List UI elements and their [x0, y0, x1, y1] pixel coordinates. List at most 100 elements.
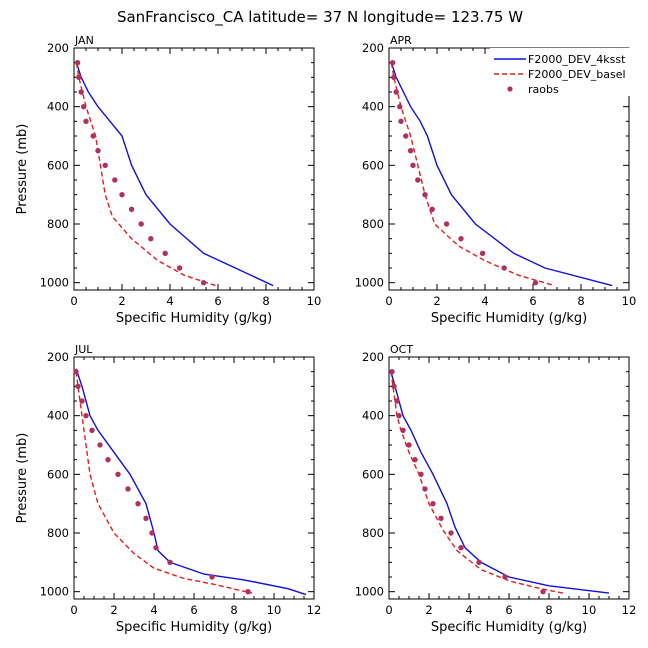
y-tick-label: 600 [47, 158, 69, 172]
x-tick-label: 10 [622, 294, 637, 308]
x-tick-label: 12 [622, 603, 637, 617]
y-axis-label: Pressure (mb) [15, 433, 30, 524]
raobs-point [407, 147, 414, 154]
raobs-point [245, 588, 251, 595]
x-tick-label: 6 [505, 603, 512, 617]
x-tick-label: 8 [230, 603, 237, 617]
x-tick-label: 2 [110, 603, 117, 617]
x-tick-label: 8 [577, 294, 584, 308]
raobs-point [135, 500, 141, 507]
raobs-point [128, 206, 135, 213]
raobs-point [80, 103, 87, 110]
raobs-point [149, 530, 155, 536]
panel-jan: JAN 0 2 4 6 8 10 200 400 600 800 1000 Specific Humid… [15, 34, 321, 326]
x-tick-label: 0 [385, 294, 392, 308]
raobs-point [415, 177, 421, 183]
raobs-point [73, 368, 79, 375]
x-tick-label: 4 [166, 294, 173, 308]
raobs-point [443, 221, 450, 227]
raobs-point [138, 221, 144, 227]
x-tick-label: 2 [433, 294, 440, 308]
raobs-point [502, 574, 508, 580]
x-axis-label: Specific Humidity (g/kg) [431, 311, 587, 326]
y-tick-label: 800 [362, 217, 384, 231]
raobs-point [112, 177, 118, 183]
raobs-point [148, 235, 154, 242]
series-line-f2000-dev-basel [75, 62, 216, 287]
x-tick-label: 0 [385, 603, 392, 617]
raobs-point [422, 191, 428, 198]
y-tick-label: 1000 [40, 585, 69, 599]
y-tick-label: 200 [362, 350, 384, 364]
series-line-f2000-dev-basel [75, 371, 253, 594]
x-tick-label: 10 [267, 603, 282, 617]
y-tick-label: 800 [47, 526, 69, 540]
raobs-point [389, 59, 396, 66]
legend-label-basel: F2000_DEV_basel [528, 68, 626, 81]
y-tick-label: 600 [47, 467, 69, 481]
raobs-point [540, 588, 546, 595]
panel-label: JAN [74, 34, 94, 47]
x-tick-label: 0 [70, 603, 77, 617]
raobs-point [406, 442, 412, 448]
raobs-point [438, 515, 444, 522]
raobs-point [102, 162, 108, 169]
plot-frame [73, 356, 315, 600]
raobs-point [79, 398, 85, 404]
y-tick-label: 200 [47, 41, 69, 55]
x-tick-label: 10 [307, 294, 322, 308]
legend: F2000_DEV_4ksst F2000_DEV_basel raobs [490, 48, 648, 96]
raobs-point [476, 559, 482, 566]
raobs-point [83, 118, 89, 125]
raobs-point [143, 515, 149, 522]
x-tick-label: 4 [150, 603, 157, 617]
y-tick-label: 600 [362, 467, 384, 481]
plot-frame [388, 356, 630, 600]
raobs-point [119, 191, 125, 198]
series-line-f2000-dev-4ksst [75, 368, 307, 596]
raobs-point [200, 279, 207, 286]
x-tick-label: 8 [262, 294, 269, 308]
y-tick-label: 600 [362, 158, 384, 172]
series-line-f2000-dev-4ksst [75, 62, 274, 287]
raobs-point [430, 500, 436, 507]
legend-marker-raobs [507, 86, 513, 92]
raobs-point [418, 471, 424, 478]
raobs-point [83, 412, 89, 419]
raobs-point [89, 427, 95, 434]
plot-frame [73, 47, 315, 291]
figure-title: SanFrancisco_CA latitude= 37 N longitude… [117, 8, 523, 27]
y-tick-label: 400 [47, 100, 69, 114]
y-tick-label: 800 [362, 526, 384, 540]
raobs-point [396, 412, 402, 419]
y-tick-label: 200 [47, 350, 69, 364]
raobs-point [398, 118, 404, 125]
series-line-f2000-dev-4ksst [390, 62, 613, 287]
x-axis-label: Specific Humidity (g/kg) [116, 311, 272, 326]
x-tick-label: 6 [190, 603, 197, 617]
panel-jul: JUL 0 2 4 6 8 10 12 200 400 600 800 1000 Specific Hum… [15, 343, 321, 635]
series-line-f2000-dev-basel [390, 371, 564, 594]
raobs-point [167, 559, 173, 566]
raobs-point [479, 250, 486, 257]
y-tick-label: 200 [362, 41, 384, 55]
raobs-point [153, 544, 159, 551]
raobs-point [391, 383, 397, 390]
x-tick-label: 0 [70, 294, 77, 308]
legend-label-4ksst: F2000_DEV_4ksst [528, 53, 626, 66]
x-axis-label: Specific Humidity (g/kg) [431, 620, 587, 635]
raobs-point [532, 279, 539, 286]
raobs-point [393, 89, 399, 95]
raobs-point [400, 427, 406, 434]
raobs-point [95, 147, 101, 154]
panel-label: JUL [74, 343, 93, 356]
raobs-point [458, 544, 464, 551]
panel-label: APR [390, 34, 412, 47]
raobs-point [78, 89, 84, 95]
raobs-point [429, 206, 435, 213]
raobs-point [105, 456, 111, 463]
x-tick-label: 12 [307, 603, 322, 617]
y-tick-label: 800 [47, 217, 69, 231]
raobs-point [176, 265, 183, 271]
raobs-point [394, 398, 400, 404]
